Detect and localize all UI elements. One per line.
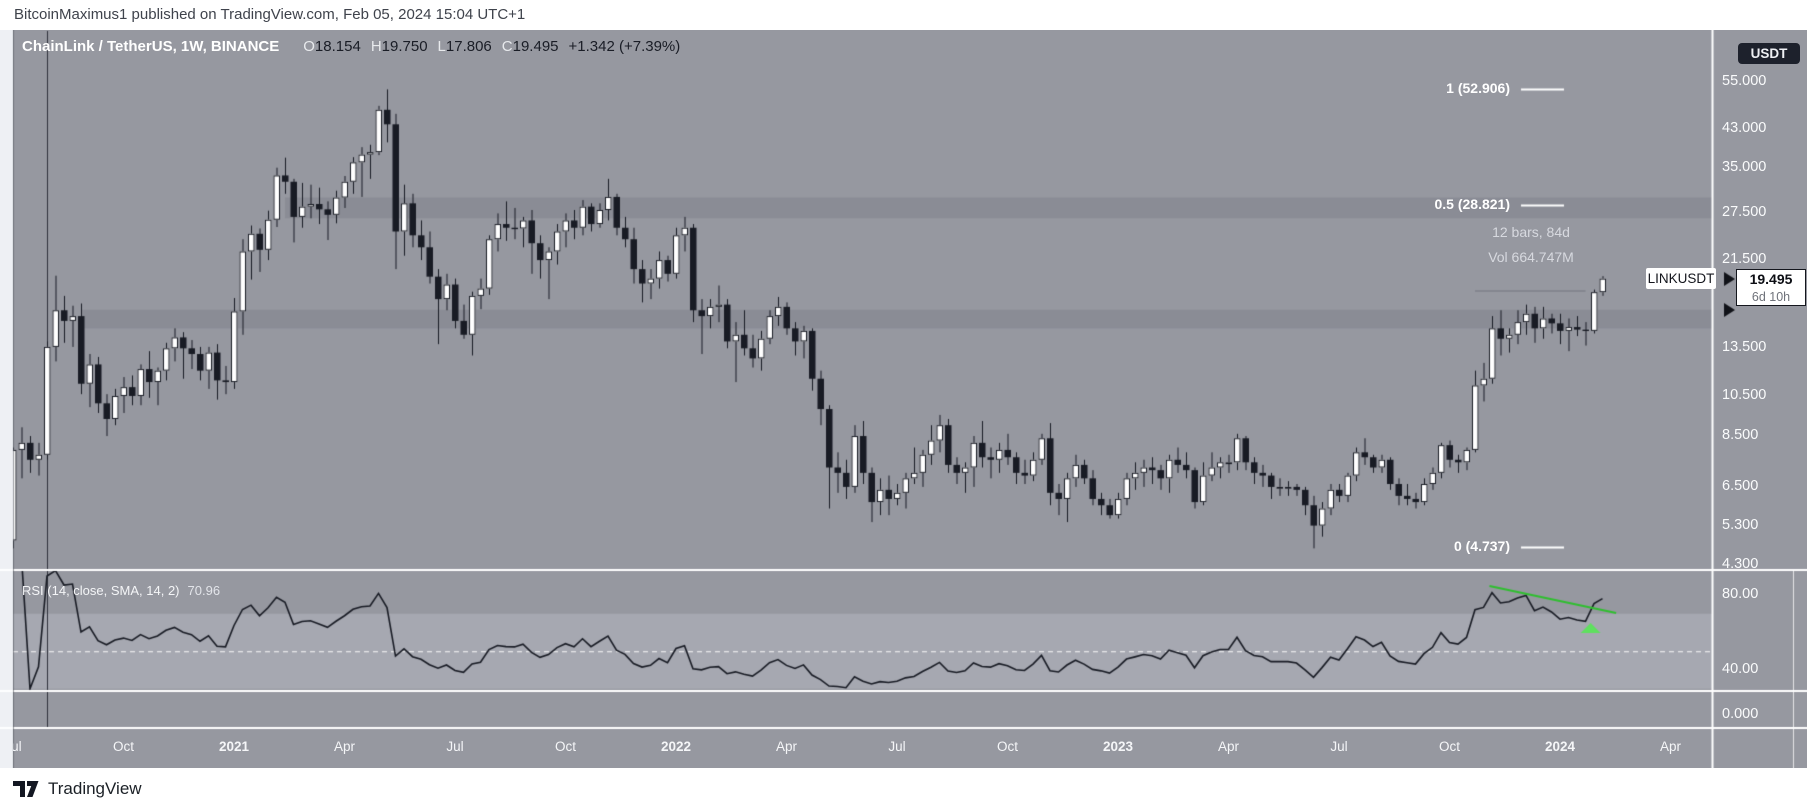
- rsi-axis-tick: 80.00: [1722, 586, 1759, 602]
- fib-level-0-5-label[interactable]: 0.5 (28.821): [1434, 196, 1511, 212]
- time-axis-tick: Oct: [112, 739, 134, 754]
- time-axis-tick: Apr: [1659, 739, 1681, 754]
- time-axis-tick: Oct: [996, 739, 1018, 754]
- time-axis[interactable]: Jul Oct 2021 Apr Jul Oct 2022 Apr Jul Oct 2023 Apr J…: [13, 728, 1712, 768]
- time-axis-tick: Apr: [333, 739, 355, 754]
- rsi-value: 70.96: [187, 583, 221, 598]
- chart-area: ChainLink / TetherUS, 1W, BINANCE O18.154…: [0, 30, 1807, 768]
- ohlc-number: 17.806: [445, 38, 492, 55]
- tradingview-brand-link[interactable]: TradingView: [48, 779, 142, 798]
- bar-countdown: 6d 10h: [1751, 290, 1791, 304]
- ohlc-letter: L: [437, 38, 446, 55]
- time-axis-tick: Oct: [1438, 739, 1460, 754]
- price-axis-tick: 5.300: [1722, 516, 1759, 533]
- time-axis-tick: 2024: [1544, 739, 1576, 754]
- price-axis-tick: 21.500: [1722, 251, 1767, 268]
- price-axis-tick: 8.500: [1722, 427, 1759, 444]
- time-axis-tick: Apr: [1217, 739, 1239, 754]
- change-value: +1.342 (+7.39%): [568, 38, 681, 55]
- attribution-bar: BitcoinMaximus1 published on TradingView…: [0, 0, 1807, 30]
- time-axis-tick: Jul: [446, 739, 464, 754]
- ohlc-number: 19.750: [381, 38, 428, 55]
- fib-level-1-label[interactable]: 1 (52.906): [1446, 80, 1510, 96]
- ohlc-number: 18.154: [314, 38, 361, 55]
- footer-bar: TradingView: [0, 768, 1807, 809]
- rsi-axis-tick: 40.00: [1722, 661, 1759, 677]
- last-price-badge[interactable]: 19.495 6d 10h: [1736, 269, 1806, 306]
- rsi-legend: RSI (14, close, SMA, 14, 2) 70.96: [22, 583, 220, 598]
- time-axis-tick: 2021: [218, 739, 250, 754]
- last-price-value: 19.495: [1749, 271, 1793, 287]
- price-axis-tick: 43.000: [1722, 119, 1767, 136]
- measure-bars-text: 12 bars, 84d: [1492, 224, 1570, 240]
- price-axis-tick: 13.500: [1722, 339, 1767, 356]
- ohlc-letter: C: [501, 38, 513, 55]
- price-chart-canvas[interactable]: [0, 30, 1807, 768]
- fib-level-0-label[interactable]: 0 (4.737): [1453, 538, 1510, 554]
- lower-pane-axis-tick: 0.000: [1722, 706, 1759, 722]
- symbol-legend: ChainLink / TetherUS, 1W, BINANCE O18.154…: [22, 38, 680, 58]
- time-axis-tick: 2022: [660, 739, 692, 754]
- symbol-title[interactable]: ChainLink / TetherUS, 1W, BINANCE: [22, 38, 280, 55]
- rsi-title[interactable]: RSI (14, close, SMA, 14, 2): [22, 583, 180, 598]
- tradingview-logo-icon[interactable]: [13, 780, 39, 798]
- attribution-text: BitcoinMaximus1 published on TradingView…: [14, 6, 526, 23]
- symbol-price-tag[interactable]: LINKUSDT: [1646, 268, 1716, 289]
- price-axis-tick: 6.500: [1722, 477, 1759, 494]
- price-axis-tick: 55.000: [1722, 73, 1767, 89]
- price-axis-tick: 27.500: [1722, 204, 1767, 221]
- time-axis-tick: Jul: [888, 739, 906, 754]
- ohlc-number: 19.495: [512, 38, 559, 55]
- currency-toggle-badge[interactable]: USDT: [1738, 43, 1800, 64]
- time-axis-tick: Apr: [775, 739, 797, 754]
- price-axis-tick: 10.500: [1722, 386, 1767, 403]
- time-axis-tick: Oct: [554, 739, 576, 754]
- ohlc-letter: H: [370, 38, 382, 55]
- time-axis-tick: Jul: [1330, 739, 1348, 754]
- price-axis-tick: 4.300: [1722, 556, 1759, 573]
- measure-volume-text: Vol 664.747M: [1488, 249, 1574, 265]
- time-axis-tick: Jul: [13, 739, 22, 754]
- ohlc-values: O18.154 H19.750 L17.806 C19.495: [293, 38, 558, 55]
- ohlc-letter: O: [303, 38, 315, 55]
- time-axis-tick: 2023: [1102, 739, 1134, 754]
- price-axis[interactable]: 55.000 43.000 35.000 27.500 21.500 13.500 10.5…: [1712, 30, 1807, 768]
- price-axis-tick: 35.000: [1722, 158, 1767, 175]
